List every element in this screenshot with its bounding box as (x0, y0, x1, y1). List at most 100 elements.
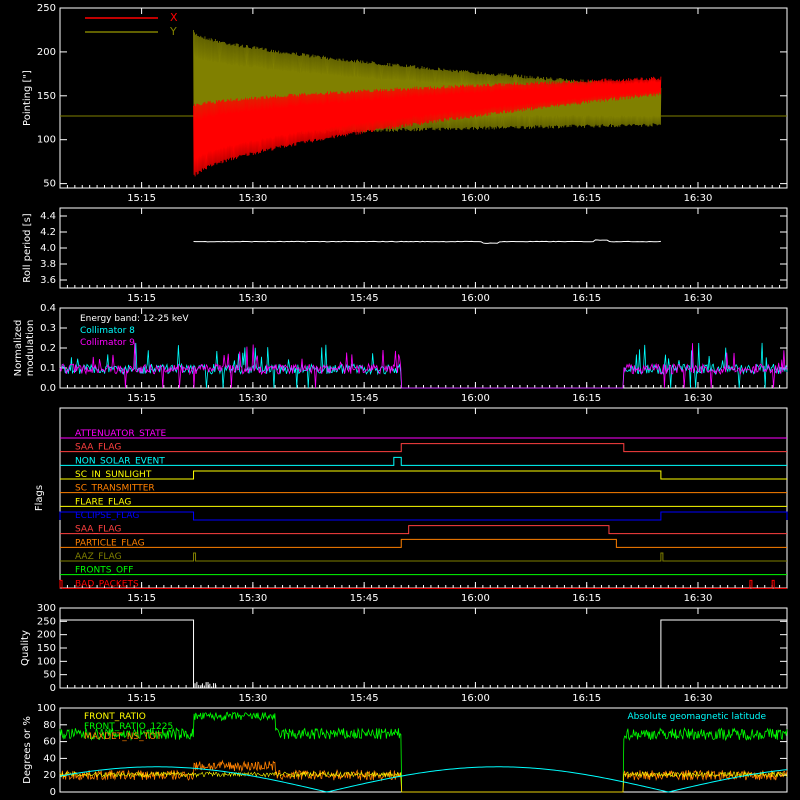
x-tick-label: 15:30 (238, 193, 267, 204)
flag-label: ATTENUATOR_STATE (75, 429, 167, 439)
geomag-annotation: Absolute geomagnetic latitude (627, 712, 766, 722)
x-tick-label: 16:00 (461, 393, 490, 404)
x-tick-label: 16:30 (684, 193, 713, 204)
flag-label: SC_TRANSMITTER (75, 484, 155, 494)
y-tick-label: 80 (43, 720, 56, 731)
front-ratio-line (59, 770, 788, 793)
y-tick-label: 200 (37, 630, 56, 641)
flag-label: FLARE_FLAG (75, 497, 131, 507)
y-tick-label: 0 (50, 787, 56, 798)
y-tick-label: 0.4 (40, 303, 56, 314)
x-tick-label: 15:15 (127, 593, 156, 604)
flag-label: FRONTS_OFF (75, 566, 133, 576)
x-tick-label: 15:30 (238, 393, 267, 404)
legend-collimator-8: Collimator 8 (80, 326, 135, 336)
x-tick-label: 15:15 (127, 693, 156, 704)
flag-label: AAZ_FLAG (75, 552, 122, 562)
flag-label: SAA_FLAG (75, 443, 121, 453)
x-tick-label: 15:45 (350, 693, 379, 704)
roll-panel: Roll period [s] 3.6 3.8 4.0 4.2 4.4 15:15 15:… (22, 207, 788, 304)
y-tick-label: 0.2 (40, 343, 56, 354)
y-tick-label: 60 (43, 737, 56, 748)
flags-ylabel: Flags (34, 485, 45, 511)
x-tick-label: 15:45 (350, 393, 379, 404)
x-tick-label: 15:30 (238, 693, 267, 704)
legend-energy-band: Energy band: 12-25 keV (80, 314, 189, 324)
x-tick-label: 15:45 (350, 593, 379, 604)
pointing-panel: Pointing ["] 50 100 150 200 250 15:15 15:30 15… (22, 3, 788, 204)
flag-label: SAA_FLAG (75, 525, 121, 535)
x-tick-label: 16:15 (572, 693, 601, 704)
ratios-panel: Degrees or % 0 20 40 60 80 100 FRONT_RATIO FR… (22, 703, 788, 798)
legend-front-ratio: FRONT_RATIO (84, 712, 146, 722)
quality-panel: Quality 0 50 100 150 200 250 300 15:15 15:30 15:… (20, 603, 788, 704)
y-tick-label: 100 (37, 656, 56, 667)
flag-label: BAD_PACKETS (75, 579, 139, 589)
flag-line (60, 456, 787, 466)
flag-line (60, 443, 787, 453)
x-tick-label: 15:15 (127, 293, 156, 304)
y-tick-label: 0.3 (40, 323, 56, 334)
y-tick-label: 3.6 (40, 275, 56, 286)
y-tick-label: 3.8 (40, 259, 56, 270)
flag-label: SC_IN_SUNLIGHT (75, 470, 152, 480)
pointing-x-line (193, 76, 662, 177)
pointing-ylabel: Pointing ["] (22, 70, 33, 126)
legend-maxdet: MAXDET_NS_TOT (84, 732, 162, 742)
y-tick-label: 20 (43, 770, 56, 781)
y-tick-label: 250 (37, 616, 56, 627)
y-tick-label: 4.0 (40, 243, 56, 254)
x-tick-label: 16:00 (461, 193, 490, 204)
y-tick-label: 0.0 (40, 383, 56, 394)
x-tick-label: 16:00 (461, 293, 490, 304)
y-tick-label: 50 (43, 670, 56, 681)
y-tick-label: 0 (50, 683, 56, 694)
x-tick-label: 15:30 (238, 293, 267, 304)
quality-ylabel: Quality (20, 630, 31, 666)
flag-line (59, 511, 788, 521)
flags-panel: Flags 15:15 15:30 15:45 16:00 16:15 16:30 ATT… (34, 407, 788, 604)
flag-label: PARTICLE_FLAG (75, 538, 145, 548)
y-tick-label: 50 (43, 179, 56, 190)
flag-label: ECLIPSE_FLAG (75, 511, 139, 521)
x-tick-label: 16:15 (572, 593, 601, 604)
x-tick-label: 16:00 (461, 593, 490, 604)
x-tick-label: 15:30 (238, 593, 267, 604)
roll-period-line (193, 239, 661, 244)
y-tick-label: 150 (37, 91, 56, 102)
modulation-ylabel-line2: modulation (25, 320, 36, 377)
y-tick-label: 4.2 (40, 227, 56, 238)
legend-y-label: Y (169, 25, 177, 38)
y-tick-label: 0.1 (40, 363, 56, 374)
y-tick-label: 40 (43, 753, 56, 764)
pointing-y-line (193, 29, 662, 139)
x-tick-label: 16:15 (572, 293, 601, 304)
x-tick-label: 16:30 (684, 593, 713, 604)
collimator-9-line (59, 342, 788, 389)
legend-front-ratio-1225: FRONT_RATIO_1225 (84, 722, 173, 732)
modulation-legend: Energy band: 12-25 keV Collimator 8 Coll… (80, 314, 189, 348)
quality-line (60, 619, 787, 689)
y-tick-label: 100 (37, 135, 56, 146)
flag-line (60, 525, 787, 535)
y-tick-label: 200 (37, 47, 56, 58)
x-tick-label: 15:15 (127, 393, 156, 404)
y-tick-label: 300 (37, 603, 56, 614)
flag-line (60, 538, 787, 548)
ratios-legend: FRONT_RATIO FRONT_RATIO_1225 MAXDET_NS_T… (84, 712, 766, 742)
pointing-legend: X Y (85, 11, 178, 38)
y-tick-label: 4.4 (40, 211, 56, 222)
roll-ylabel: Roll period [s] (22, 213, 33, 282)
geomag-latitude-line (59, 766, 788, 793)
quality-spikes (194, 681, 216, 688)
modulation-ylabel-line1: Normalized (13, 320, 24, 377)
x-tick-label: 16:30 (684, 293, 713, 304)
legend-collimator-9: Collimator 9 (80, 338, 135, 348)
flag-label: NON_SOLAR_EVENT (75, 456, 165, 466)
ratios-ylabel: Degrees or % (22, 716, 33, 784)
y-tick-label: 250 (37, 3, 56, 14)
flag-line (60, 470, 787, 480)
x-tick-label: 15:45 (350, 193, 379, 204)
x-tick-label: 16:30 (684, 693, 713, 704)
